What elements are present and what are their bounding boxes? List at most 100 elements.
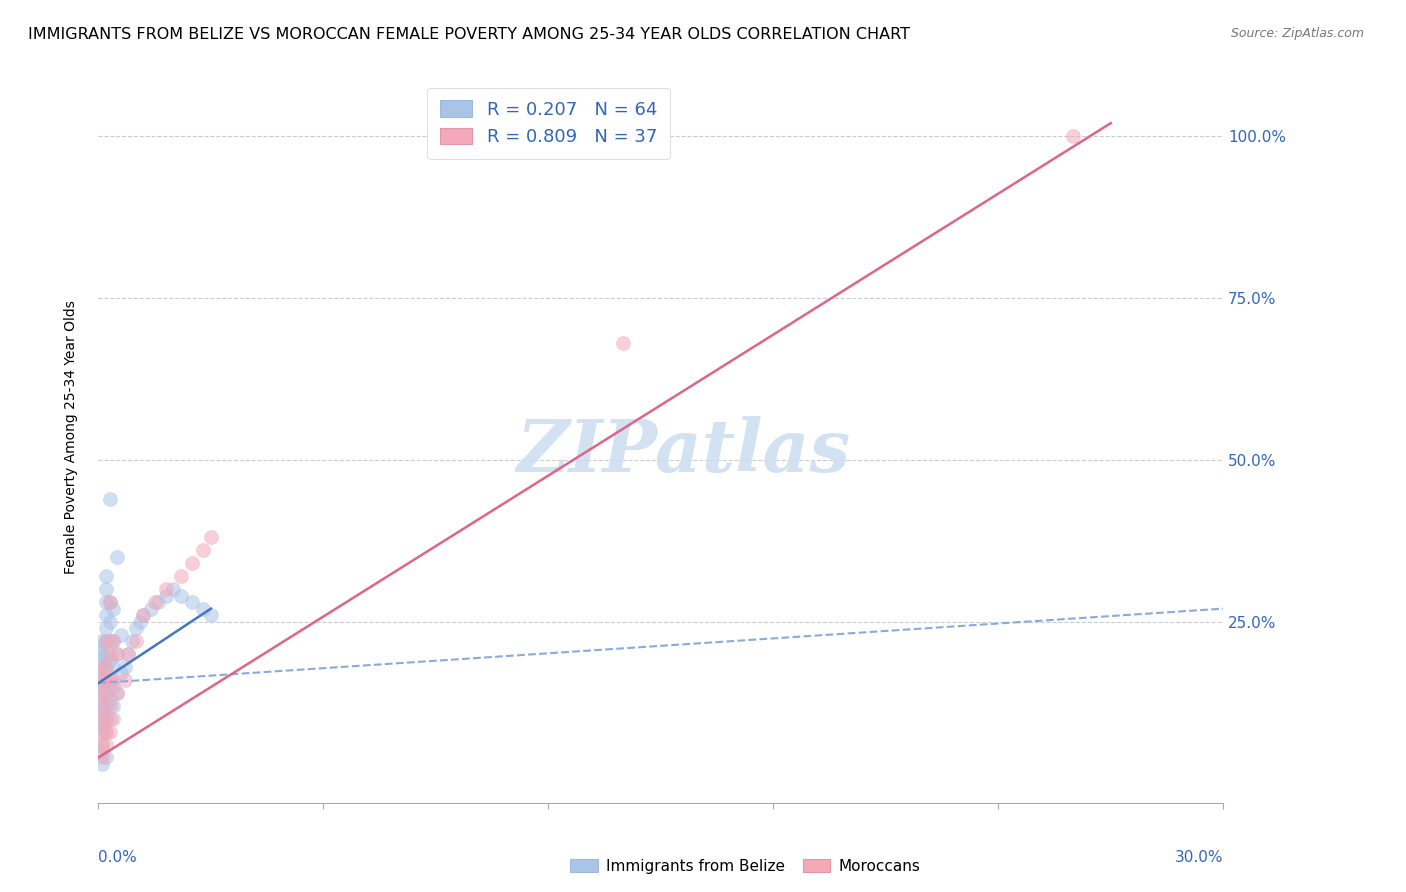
Point bbox=[148, 595, 170, 609]
Point bbox=[181, 557, 204, 571]
Point bbox=[98, 615, 121, 629]
Point bbox=[94, 724, 117, 739]
Point bbox=[94, 647, 117, 661]
Point bbox=[121, 634, 143, 648]
Point bbox=[91, 724, 114, 739]
Point bbox=[94, 569, 117, 583]
Point bbox=[91, 698, 114, 713]
Legend: Immigrants from Belize, Moroccans: Immigrants from Belize, Moroccans bbox=[564, 853, 927, 880]
Point bbox=[98, 653, 121, 667]
Point bbox=[98, 692, 121, 706]
Point bbox=[94, 660, 117, 674]
Point bbox=[98, 647, 121, 661]
Point bbox=[193, 601, 215, 615]
Point bbox=[105, 647, 128, 661]
Point bbox=[105, 549, 128, 564]
Point bbox=[155, 589, 177, 603]
Point bbox=[94, 738, 117, 752]
Point bbox=[103, 712, 125, 726]
Point bbox=[94, 724, 117, 739]
Point bbox=[91, 744, 114, 758]
Point bbox=[103, 634, 125, 648]
Point bbox=[91, 647, 114, 661]
Point bbox=[1062, 129, 1084, 144]
Point bbox=[94, 608, 117, 623]
Point bbox=[139, 601, 162, 615]
Point bbox=[91, 738, 114, 752]
Point bbox=[200, 608, 222, 623]
Point bbox=[170, 569, 193, 583]
Point bbox=[94, 595, 117, 609]
Point bbox=[170, 589, 193, 603]
Point bbox=[105, 686, 128, 700]
Point bbox=[114, 660, 136, 674]
Point bbox=[91, 666, 114, 681]
Point bbox=[110, 627, 132, 641]
Point bbox=[132, 608, 155, 623]
Point bbox=[162, 582, 184, 597]
Point bbox=[105, 647, 128, 661]
Point bbox=[105, 686, 128, 700]
Point bbox=[103, 698, 125, 713]
Point bbox=[114, 673, 136, 687]
Point bbox=[193, 543, 215, 558]
Legend: R = 0.207   N = 64, R = 0.809   N = 37: R = 0.207 N = 64, R = 0.809 N = 37 bbox=[427, 87, 669, 159]
Point bbox=[91, 686, 114, 700]
Point bbox=[94, 686, 117, 700]
Point bbox=[94, 673, 117, 687]
Point bbox=[91, 660, 114, 674]
Text: ZIPatlas: ZIPatlas bbox=[516, 417, 851, 487]
Point bbox=[94, 712, 117, 726]
Text: 30.0%: 30.0% bbox=[1175, 850, 1223, 865]
Point bbox=[103, 679, 125, 693]
Point bbox=[98, 698, 121, 713]
Point bbox=[91, 634, 114, 648]
Point bbox=[91, 724, 114, 739]
Point bbox=[103, 634, 125, 648]
Text: IMMIGRANTS FROM BELIZE VS MOROCCAN FEMALE POVERTY AMONG 25-34 YEAR OLDS CORRELAT: IMMIGRANTS FROM BELIZE VS MOROCCAN FEMAL… bbox=[28, 27, 910, 42]
Point bbox=[612, 336, 634, 351]
Point bbox=[200, 530, 222, 544]
Point bbox=[94, 686, 117, 700]
Point bbox=[98, 595, 121, 609]
Point bbox=[125, 634, 148, 648]
Point bbox=[128, 615, 150, 629]
Point bbox=[103, 660, 125, 674]
Point bbox=[98, 724, 121, 739]
Point bbox=[103, 673, 125, 687]
Point bbox=[91, 660, 114, 674]
Point bbox=[91, 712, 114, 726]
Point bbox=[94, 634, 117, 648]
Point bbox=[94, 582, 117, 597]
Point bbox=[98, 673, 121, 687]
Point bbox=[98, 595, 121, 609]
Point bbox=[91, 679, 114, 693]
Point bbox=[94, 660, 117, 674]
Point bbox=[94, 698, 117, 713]
Point bbox=[132, 608, 155, 623]
Point bbox=[110, 666, 132, 681]
Point bbox=[91, 718, 114, 732]
Point bbox=[91, 738, 114, 752]
Point bbox=[91, 750, 114, 764]
Point bbox=[98, 634, 121, 648]
Point bbox=[91, 692, 114, 706]
Point bbox=[117, 647, 139, 661]
Point bbox=[94, 621, 117, 635]
Point bbox=[91, 653, 114, 667]
Point bbox=[91, 698, 114, 713]
Point bbox=[155, 582, 177, 597]
Y-axis label: Female Poverty Among 25-34 Year Olds: Female Poverty Among 25-34 Year Olds bbox=[63, 300, 77, 574]
Point bbox=[91, 640, 114, 655]
Point bbox=[94, 634, 117, 648]
Point bbox=[125, 621, 148, 635]
Point bbox=[181, 595, 204, 609]
Point bbox=[103, 601, 125, 615]
Point bbox=[91, 673, 114, 687]
Point bbox=[94, 750, 117, 764]
Point bbox=[143, 595, 166, 609]
Point bbox=[117, 647, 139, 661]
Point bbox=[98, 673, 121, 687]
Point bbox=[98, 491, 121, 506]
Point bbox=[91, 673, 114, 687]
